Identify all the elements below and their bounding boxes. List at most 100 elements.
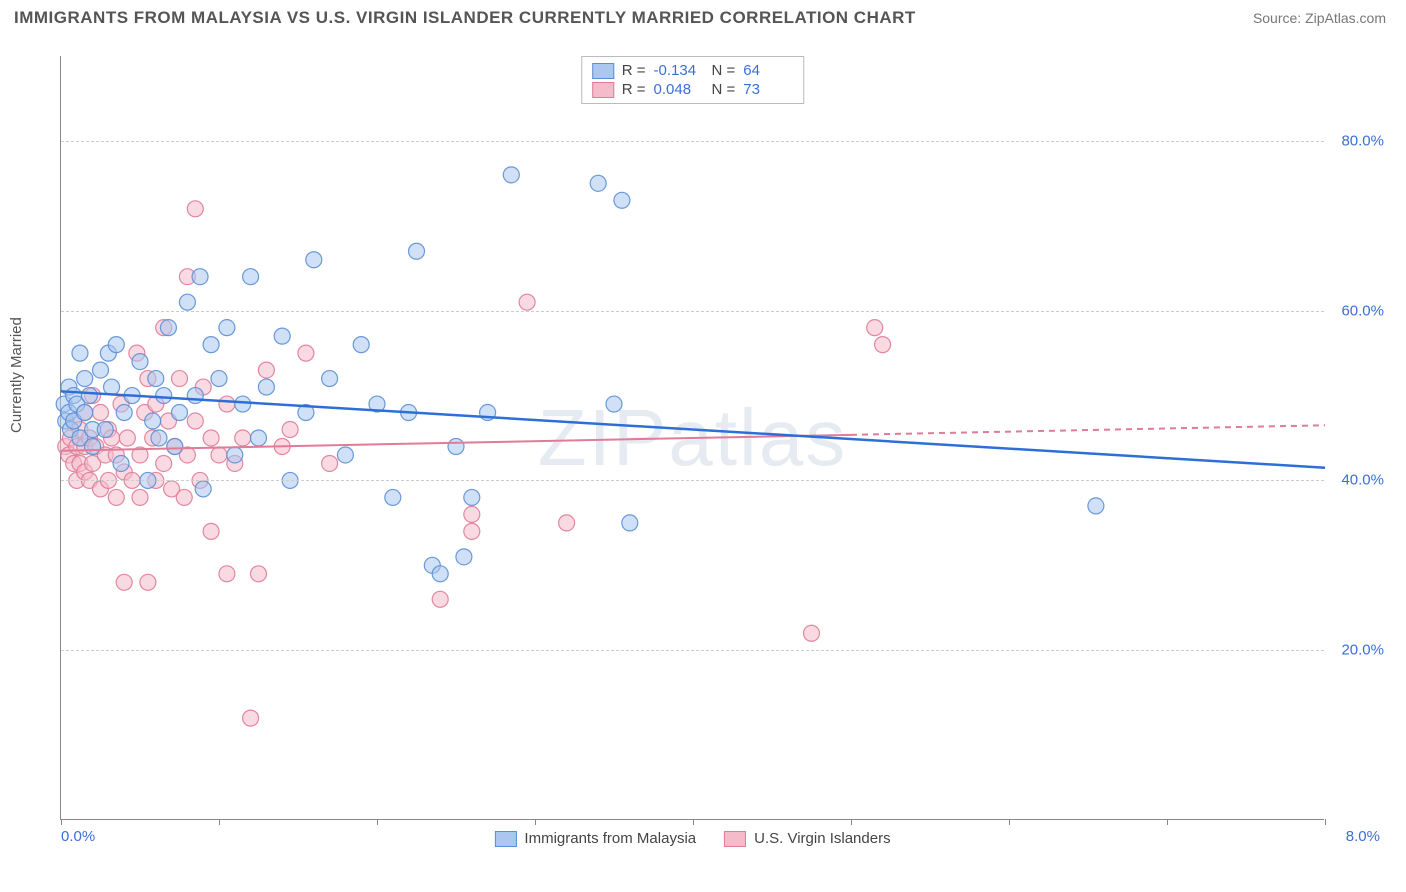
scatter-point xyxy=(559,515,575,531)
scatter-point xyxy=(432,566,448,582)
stat-r-value: 0.048 xyxy=(654,81,704,98)
scatter-point xyxy=(464,489,480,505)
y-tick-label: 40.0% xyxy=(1341,472,1384,489)
scatter-point xyxy=(464,506,480,522)
scatter-point xyxy=(385,489,401,505)
scatter-point xyxy=(251,430,267,446)
scatter-point xyxy=(243,710,259,726)
scatter-point xyxy=(243,269,259,285)
stat-label-n: N = xyxy=(712,81,736,98)
stat-label-r: R = xyxy=(622,62,646,79)
scatter-point xyxy=(614,192,630,208)
scatter-point xyxy=(172,371,188,387)
scatter-point xyxy=(306,252,322,268)
scatter-point xyxy=(113,455,129,471)
scatter-point xyxy=(867,320,883,336)
scatter-point xyxy=(145,413,161,429)
chart-title: IMMIGRANTS FROM MALAYSIA VS U.S. VIRGIN … xyxy=(14,8,916,28)
scatter-point xyxy=(1088,498,1104,514)
scatter-point xyxy=(519,294,535,310)
correlation-legend-row: R = 0.048 N = 73 xyxy=(592,80,794,99)
scatter-point xyxy=(448,438,464,454)
scatter-point xyxy=(211,371,227,387)
scatter-point xyxy=(258,362,274,378)
trend-line xyxy=(61,391,1325,467)
scatter-point xyxy=(195,481,211,497)
scatter-point xyxy=(148,371,164,387)
legend-label: U.S. Virgin Islanders xyxy=(754,830,890,847)
stat-label-r: R = xyxy=(622,81,646,98)
scatter-point xyxy=(104,379,120,395)
chart-container: Currently Married ZIPatlas R = -0.134 N … xyxy=(14,38,1392,884)
scatter-point xyxy=(235,430,251,446)
scatter-point xyxy=(132,489,148,505)
legend-swatch-blue xyxy=(592,63,614,79)
trend-line-dashed xyxy=(851,425,1325,435)
scatter-point xyxy=(622,515,638,531)
chart-source: Source: ZipAtlas.com xyxy=(1253,10,1386,26)
plot-svg xyxy=(61,56,1324,819)
legend-item: Immigrants from Malaysia xyxy=(494,830,696,847)
scatter-point xyxy=(203,430,219,446)
legend-swatch-blue xyxy=(494,831,516,847)
scatter-point xyxy=(116,574,132,590)
scatter-point xyxy=(179,294,195,310)
x-tick xyxy=(1167,819,1168,825)
scatter-point xyxy=(298,345,314,361)
scatter-point xyxy=(219,396,235,412)
scatter-point xyxy=(85,438,101,454)
scatter-point xyxy=(140,574,156,590)
scatter-point xyxy=(77,371,93,387)
gridline xyxy=(61,311,1324,312)
gridline xyxy=(61,650,1324,651)
scatter-point xyxy=(187,388,203,404)
scatter-point xyxy=(192,269,208,285)
scatter-point xyxy=(503,167,519,183)
scatter-point xyxy=(606,396,622,412)
scatter-point xyxy=(456,549,472,565)
y-tick-label: 60.0% xyxy=(1341,302,1384,319)
scatter-point xyxy=(81,388,97,404)
scatter-point xyxy=(590,175,606,191)
series-legend: Immigrants from Malaysia U.S. Virgin Isl… xyxy=(494,830,890,847)
legend-swatch-pink xyxy=(724,831,746,847)
x-tick xyxy=(693,819,694,825)
legend-item: U.S. Virgin Islanders xyxy=(724,830,890,847)
plot-area: ZIPatlas R = -0.134 N = 64 R = 0.048 N =… xyxy=(60,56,1324,820)
scatter-point xyxy=(77,405,93,421)
scatter-point xyxy=(409,243,425,259)
scatter-point xyxy=(119,430,135,446)
x-axis-max-label: 8.0% xyxy=(1346,828,1380,845)
scatter-point xyxy=(464,523,480,539)
scatter-point xyxy=(282,422,298,438)
chart-header: IMMIGRANTS FROM MALAYSIA VS U.S. VIRGIN … xyxy=(0,0,1406,32)
correlation-legend: R = -0.134 N = 64 R = 0.048 N = 73 xyxy=(581,56,805,104)
x-tick xyxy=(535,819,536,825)
legend-label: Immigrants from Malaysia xyxy=(524,830,696,847)
scatter-point xyxy=(160,320,176,336)
x-tick xyxy=(851,819,852,825)
scatter-point xyxy=(211,447,227,463)
x-tick xyxy=(1009,819,1010,825)
scatter-point xyxy=(804,625,820,641)
x-axis-min-label: 0.0% xyxy=(61,828,95,845)
x-tick xyxy=(377,819,378,825)
stat-n-value: 73 xyxy=(743,81,793,98)
stat-n-value: 64 xyxy=(743,62,793,79)
scatter-point xyxy=(227,447,243,463)
scatter-point xyxy=(116,405,132,421)
y-tick-label: 20.0% xyxy=(1341,642,1384,659)
scatter-point xyxy=(108,489,124,505)
scatter-point xyxy=(322,455,338,471)
scatter-point xyxy=(187,201,203,217)
scatter-point xyxy=(203,337,219,353)
scatter-point xyxy=(322,371,338,387)
x-tick xyxy=(61,819,62,825)
scatter-point xyxy=(235,396,251,412)
scatter-point xyxy=(93,362,109,378)
scatter-point xyxy=(172,405,188,421)
scatter-point xyxy=(151,430,167,446)
scatter-point xyxy=(432,591,448,607)
y-axis-label: Currently Married xyxy=(8,317,25,433)
scatter-point xyxy=(274,328,290,344)
